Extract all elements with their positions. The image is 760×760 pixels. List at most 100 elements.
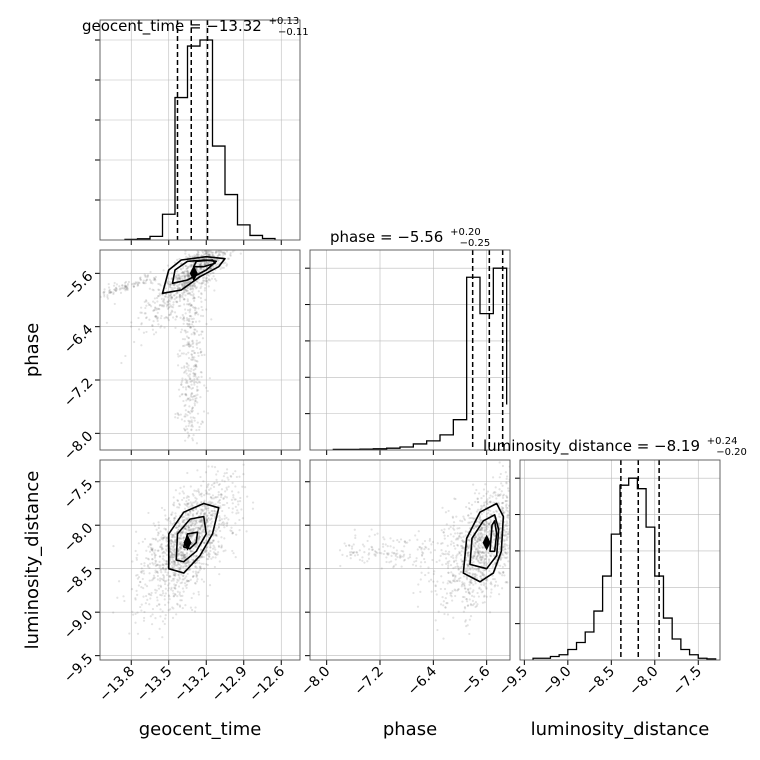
sample-point (218, 253, 221, 256)
sample-point (177, 543, 180, 546)
sample-point (174, 526, 177, 530)
sample-point (210, 517, 213, 520)
sample-point (532, 531, 534, 533)
sample-point (498, 531, 502, 534)
sample-point (498, 494, 501, 497)
sample-point (166, 301, 169, 304)
sample-point (170, 535, 174, 538)
sample-point (178, 546, 181, 549)
sample-point (207, 285, 210, 288)
sample-point (203, 289, 206, 292)
sample-point (233, 498, 236, 501)
sample-point (482, 556, 485, 559)
sample-point (196, 421, 199, 424)
sample-point (184, 252, 187, 255)
sample-point (465, 559, 468, 562)
sample-point (219, 200, 221, 202)
sample-point (205, 522, 208, 525)
sample-point (477, 538, 480, 541)
y-tick-label-luminosity-distance: −9.5 (61, 651, 96, 686)
sample-point (380, 567, 383, 570)
sample-point (199, 548, 202, 551)
sample-point (226, 501, 229, 505)
sample-point (477, 570, 480, 573)
sample-point (481, 590, 484, 593)
sample-point (124, 287, 127, 291)
sample-point (183, 427, 186, 430)
sample-point (136, 284, 139, 287)
sample-point (199, 350, 203, 354)
sample-point (232, 248, 234, 250)
sample-point (532, 490, 534, 492)
sample-point (450, 591, 453, 595)
sample-point (465, 597, 468, 601)
sample-point (208, 274, 211, 277)
sample-point (180, 542, 183, 545)
sample-point (124, 285, 128, 288)
sample-point (172, 560, 175, 563)
sample-point (180, 275, 183, 278)
sample-point (193, 296, 196, 300)
sample-point (209, 543, 212, 546)
sample-point (210, 267, 213, 270)
sample-point (456, 562, 459, 565)
sample-point (179, 543, 182, 547)
sample-point (197, 537, 200, 540)
sample-point (207, 257, 211, 260)
sample-point (447, 579, 450, 583)
sample-point (187, 495, 190, 498)
sample-point (122, 595, 125, 598)
sample-point (186, 514, 190, 517)
sample-point (386, 553, 389, 556)
sample-point (173, 517, 177, 520)
sample-point (189, 416, 192, 419)
sample-point (208, 529, 211, 532)
sample-point (487, 549, 490, 552)
sample-point (159, 530, 162, 533)
sample-point (160, 303, 164, 307)
sample-point (192, 513, 195, 516)
sample-point (195, 342, 198, 345)
sample-point (180, 544, 183, 547)
sample-point (203, 262, 206, 265)
sample-point (173, 536, 177, 539)
sample-point (142, 619, 146, 622)
xlabel-geocent-time: geocent_time (139, 719, 262, 740)
sample-point (141, 540, 144, 543)
sample-point (206, 507, 209, 510)
sample-point (201, 330, 204, 333)
sample-point (478, 539, 482, 542)
sample-point (189, 343, 192, 346)
sample-point (201, 508, 204, 512)
sample-point (234, 522, 237, 525)
sample-point (153, 524, 157, 527)
sample-point (420, 571, 423, 574)
sample-point (201, 504, 204, 508)
sample-point (210, 557, 213, 560)
sample-point (198, 381, 202, 384)
sample-point (195, 575, 198, 579)
sample-point (181, 274, 184, 277)
sample-point (225, 468, 229, 471)
sample-point (414, 534, 417, 537)
sample-point (529, 455, 531, 457)
sample-point (171, 556, 174, 559)
sample-point (531, 487, 533, 489)
sample-point (181, 531, 184, 534)
sample-point (354, 536, 357, 540)
sample-point (182, 272, 186, 275)
sample-point (474, 574, 477, 578)
sample-point (160, 594, 163, 597)
sample-point (190, 524, 193, 527)
sample-point (479, 575, 482, 578)
sample-point (234, 505, 237, 508)
sample-point (386, 544, 389, 548)
sample-point (440, 549, 443, 552)
sample-point (176, 258, 179, 261)
sample-point (461, 600, 464, 603)
sample-point (203, 353, 206, 356)
sample-point (192, 509, 195, 512)
sample-point (468, 516, 471, 520)
sample-point (501, 587, 504, 590)
sample-point (103, 290, 106, 293)
